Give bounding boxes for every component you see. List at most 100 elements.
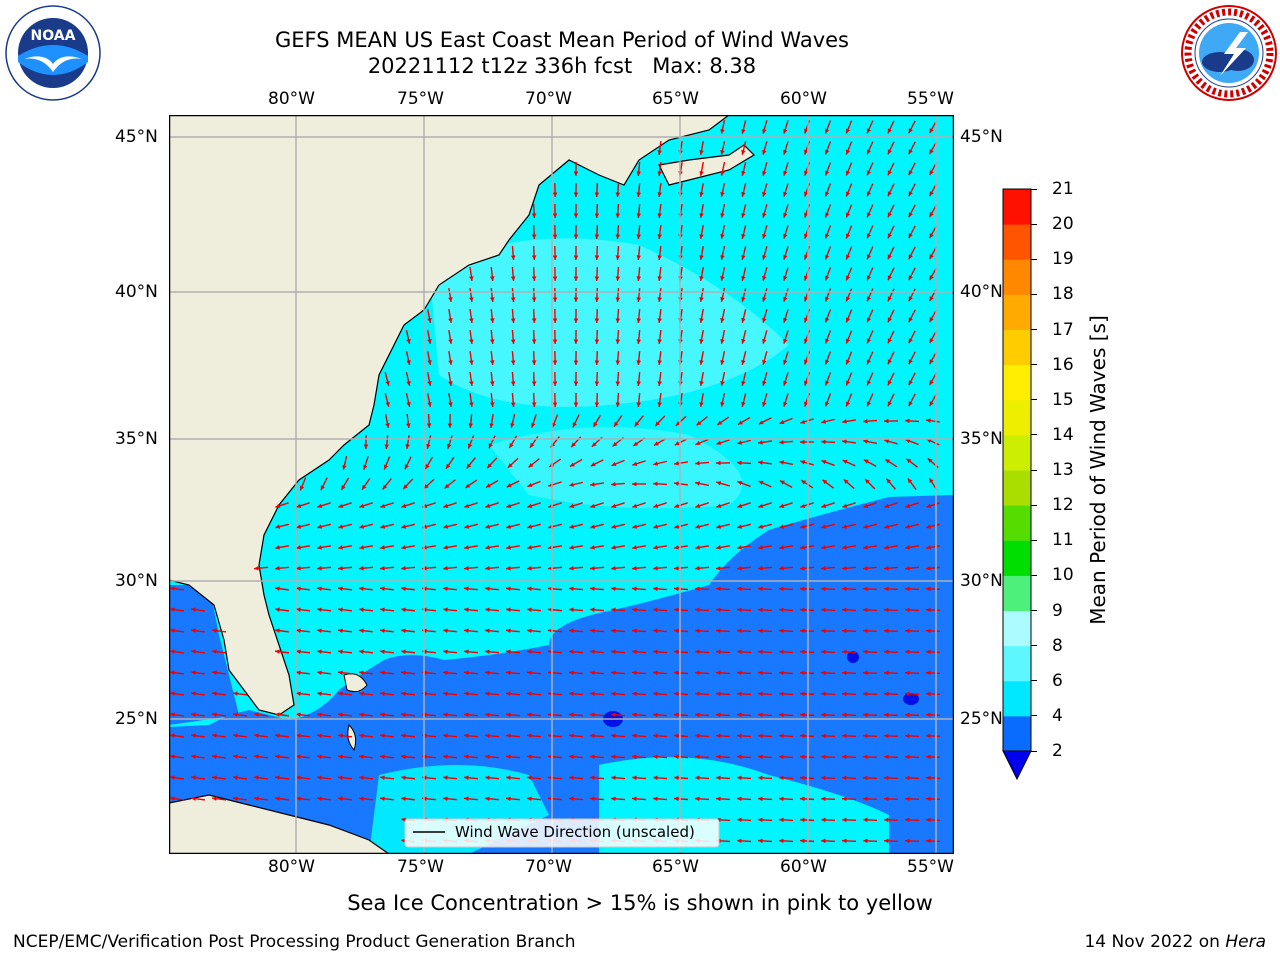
wave-direction-arrowhead — [887, 233, 892, 239]
wave-direction-arrowhead — [338, 691, 343, 696]
wave-direction-arrowhead — [716, 460, 721, 466]
wave-direction-arrowhead — [380, 670, 385, 675]
chart-subtitle: 20221112 t12z 336h fcst Max: 8.38 — [367, 54, 757, 78]
wave-direction-arrowhead — [800, 565, 805, 571]
wave-direction-arrowhead — [573, 213, 579, 218]
wave-direction-arrowhead — [573, 339, 579, 344]
wave-direction-arrowhead — [783, 254, 788, 260]
wave-direction-arrowhead — [363, 444, 369, 449]
wave-direction-arrowhead — [611, 481, 616, 487]
wave-direction-arrowhead — [737, 796, 742, 802]
wave-direction-arrowhead — [427, 339, 432, 344]
wave-direction-arrowhead — [821, 545, 826, 550]
wave-direction-arrowhead — [887, 254, 892, 260]
chart-title: GEFS MEAN US East Coast Mean Period of W… — [275, 28, 849, 52]
colorbar-tick-mark — [1031, 399, 1037, 401]
wave-direction-arrowhead — [590, 754, 595, 760]
wave-direction-arrowhead — [275, 607, 280, 612]
wave-direction-arrowhead — [569, 712, 574, 718]
wave-direction-arrowhead — [926, 649, 931, 655]
wave-direction-arrowhead — [699, 150, 704, 155]
wave-direction-arrowhead — [490, 381, 495, 386]
wave-direction-arrowhead — [762, 338, 767, 344]
wave-direction-arrowhead — [908, 359, 913, 365]
wave-direction-arrowhead — [737, 691, 742, 697]
wave-direction-arrowhead — [905, 438, 911, 444]
wave-direction-arrowhead — [863, 691, 868, 697]
wave-direction-arrowhead — [821, 649, 826, 655]
wave-direction-arrowhead — [254, 775, 259, 780]
wave-direction-arrowhead — [359, 545, 364, 550]
wave-direction-arrowhead — [845, 380, 851, 386]
wave-direction-arrowhead — [884, 503, 890, 508]
wave-direction-arrowhead — [762, 380, 767, 386]
wave-direction-arrowhead — [170, 733, 175, 738]
wave-direction-arrowhead — [317, 712, 322, 717]
wave-direction-arrowhead — [737, 670, 742, 676]
wave-direction-arrowhead — [737, 503, 743, 508]
wave-direction-arrowhead — [866, 359, 872, 365]
wave-direction-arrowhead — [569, 503, 575, 508]
wave-direction-arrowhead — [233, 775, 238, 780]
wave-direction-arrowhead — [762, 359, 767, 365]
wave-direction-arrowhead — [590, 524, 596, 529]
wave-direction-arrowhead — [741, 296, 746, 302]
wave-direction-arrowhead — [884, 817, 889, 823]
wave-direction-arrowhead — [758, 796, 763, 802]
wave-direction-arrowhead — [611, 775, 616, 781]
wave-direction-arrowhead — [908, 338, 913, 344]
wave-direction-arrowhead — [594, 213, 600, 218]
wave-direction-arrowhead — [887, 212, 892, 218]
wave-direction-arrowhead — [716, 649, 721, 655]
wave-direction-arrowhead — [908, 317, 913, 323]
wave-direction-arrowhead — [573, 171, 579, 176]
wave-direction-arrowhead — [401, 775, 406, 780]
wave-direction-arrowhead — [800, 775, 805, 781]
wave-direction-arrowhead — [866, 212, 872, 218]
wave-direction-arrowhead — [824, 149, 830, 155]
wave-direction-arrowhead — [506, 545, 511, 550]
wave-direction-arrowhead — [655, 421, 660, 427]
wave-direction-arrowhead — [573, 402, 579, 407]
wave-direction-arrowhead — [845, 296, 851, 302]
wave-direction-arrowhead — [845, 212, 851, 218]
wave-direction-arrowhead — [404, 464, 409, 470]
wave-direction-arrowhead — [590, 545, 595, 550]
wave-direction-arrowhead — [824, 170, 830, 176]
wave-direction-arrowhead — [674, 607, 679, 613]
wave-direction-arrowhead — [443, 712, 448, 717]
wave-direction-arrowhead — [275, 775, 280, 780]
wave-direction-arrowhead — [842, 628, 847, 634]
wave-direction-arrowhead — [779, 586, 784, 592]
wave-direction-arrowhead — [632, 481, 637, 487]
wave-direction-arrowhead — [510, 402, 516, 407]
wave-direction-arrowhead — [569, 796, 574, 802]
wave-direction-arrowhead — [926, 712, 931, 718]
wave-direction-arrowhead — [490, 402, 495, 407]
wave-direction-arrowhead — [905, 418, 910, 424]
wave-direction-arrowhead — [611, 754, 616, 760]
wave-direction-arrowhead — [573, 255, 579, 260]
wave-direction-arrowhead — [926, 733, 931, 739]
wave-direction-arrowhead — [443, 586, 448, 591]
wave-direction-arrowhead — [863, 817, 868, 823]
wave-direction-arrowhead — [573, 381, 579, 386]
wave-direction-arrowhead — [737, 733, 742, 739]
wave-direction-arrowhead — [758, 649, 763, 655]
wave-direction-arrowhead — [233, 796, 238, 801]
wave-direction-arrowhead — [908, 296, 913, 302]
wave-direction-arrowhead — [905, 586, 910, 592]
wave-direction-arrowhead — [908, 128, 913, 134]
wave-direction-arrowhead — [615, 339, 621, 344]
wave-direction-arrowhead — [359, 524, 365, 529]
wave-direction-arrowhead — [425, 464, 430, 470]
wave-direction-arrowhead — [653, 565, 658, 571]
wave-direction-arrowhead — [527, 754, 532, 760]
wave-direction-arrowhead — [657, 171, 662, 176]
wave-direction-arrowhead — [191, 733, 196, 738]
wave-direction-arrowhead — [741, 275, 746, 281]
colorbar-tick-mark — [1031, 715, 1037, 717]
wave-direction-arrowhead — [866, 149, 872, 155]
wave-direction-arrowhead — [170, 754, 175, 759]
wave-direction-arrowhead — [552, 360, 558, 365]
